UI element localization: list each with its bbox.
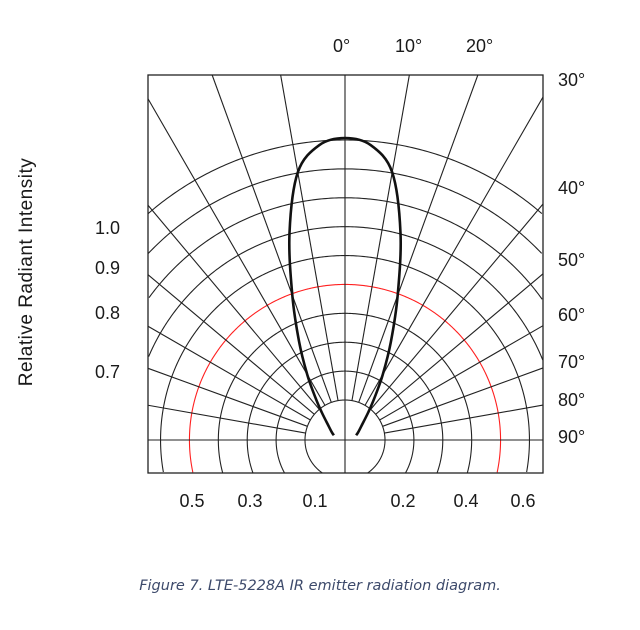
angle-label-0: 0°	[333, 36, 350, 56]
grid-spoke	[147, 274, 315, 415]
polar-grid	[147, 74, 544, 474]
bottom-label-0-6: 0.6	[510, 491, 535, 511]
bottom-label-0-2: 0.2	[390, 491, 415, 511]
radiation-curve-layer	[287, 136, 403, 437]
grid-ring	[275, 370, 415, 474]
grid-spoke	[384, 404, 544, 434]
grid-ring	[217, 312, 473, 473]
bottom-label-0-4: 0.4	[453, 491, 478, 511]
grid-spoke	[358, 74, 479, 403]
bottom-labels: 0.5 0.3 0.1 0.2 0.4 0.6	[179, 491, 535, 511]
right-angle-labels: 30° 40° 50° 60° 70° 80° 90°	[558, 70, 585, 447]
grid-ring	[148, 226, 544, 361]
angle-label-80: 80°	[558, 390, 585, 410]
intensity-label-1-0: 1.0	[95, 218, 120, 238]
angle-label-50: 50°	[558, 250, 585, 270]
figure-caption: Figure 7. LTE-5228A IR emitter radiation…	[139, 578, 501, 594]
grid-spoke	[147, 325, 311, 421]
bottom-label-0-1: 0.1	[302, 491, 327, 511]
angle-label-60: 60°	[558, 305, 585, 325]
angle-label-10: 10°	[395, 36, 422, 56]
angle-label-90: 90°	[558, 427, 585, 447]
angle-label-70: 70°	[558, 352, 585, 372]
grid-spoke	[375, 273, 544, 415]
grid-spoke	[147, 404, 306, 434]
grid-spoke	[364, 96, 544, 406]
bottom-label-0-3: 0.3	[237, 491, 262, 511]
angle-label-20: 20°	[466, 36, 493, 56]
left-intensity-labels: 1.0 0.9 0.8 0.7	[95, 218, 120, 382]
grid-spoke	[147, 204, 320, 410]
grid-spoke	[147, 367, 308, 427]
grid-spoke	[147, 98, 326, 406]
radiation-pattern-curve	[287, 136, 403, 437]
grid-spoke	[351, 74, 410, 401]
angle-label-40: 40°	[558, 178, 585, 198]
grid-spoke	[280, 74, 339, 401]
bottom-label-0-5: 0.5	[179, 491, 204, 511]
grid-spoke	[379, 325, 544, 421]
intensity-label-0-8: 0.8	[95, 303, 120, 323]
grid-spoke	[370, 203, 544, 410]
y-axis-title: Relative Radiant Intensity	[16, 158, 37, 386]
grid-ring	[160, 255, 530, 473]
intensity-label-0-7: 0.7	[95, 362, 120, 382]
grid-ring	[148, 197, 543, 300]
grid-spoke	[382, 367, 544, 427]
grid-spoke	[211, 74, 332, 403]
angle-label-30: 30°	[558, 70, 585, 90]
grid-ring	[304, 399, 386, 474]
intensity-label-0-9: 0.9	[95, 258, 120, 278]
top-angle-labels: 0° 10° 20°	[333, 36, 493, 56]
plot-frame	[147, 74, 544, 474]
